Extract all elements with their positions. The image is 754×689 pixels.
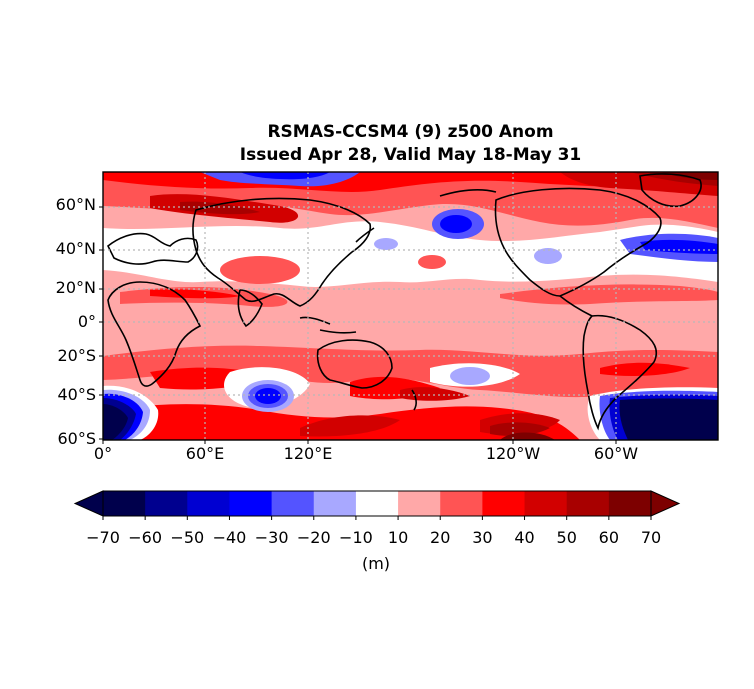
colorbar-bin (229, 491, 273, 516)
lon-label-120w: 120°W (485, 444, 541, 463)
colorbar-bin (440, 491, 483, 516)
colorbar-tick-label: 10 (387, 528, 409, 547)
lat-label-60s: 60°S (57, 429, 96, 448)
colorbar-unit-label: (m) (361, 554, 391, 573)
lat-ticks (99, 206, 103, 440)
lon-label-60w: 60°W (593, 444, 639, 463)
colorbar-tick-label: 30 (472, 528, 493, 547)
chart-subtitle: Issued Apr 28, Valid May 18-May 31 (239, 145, 582, 165)
coastlines (106, 173, 702, 431)
colorbar-bin (355, 491, 399, 516)
colorbar-tick-label: −60 (128, 528, 163, 547)
colorbar-tick-label: −40 (212, 528, 247, 547)
lat-label-20n: 20°N (55, 278, 96, 297)
colorbar-tick-label: 60 (598, 528, 620, 547)
colorbar-tick-label: 20 (430, 528, 451, 547)
colorbar-bin (398, 491, 441, 516)
colorbar-tick-label: 70 (640, 528, 662, 547)
colorbar-bin (103, 491, 146, 516)
colorbar-bin (566, 491, 610, 516)
colorbar-bin (271, 491, 315, 516)
lat-label-60n: 60°N (55, 195, 96, 214)
lat-label-20s: 20°S (57, 346, 96, 365)
lat-label-eq: 0° (77, 312, 96, 331)
colorbar-tick-label: −70 (86, 528, 120, 547)
lon-label-0: 0° (93, 444, 113, 463)
colorbar-extend-under (73, 490, 104, 517)
colorbar-tick-label: −50 (170, 528, 205, 547)
lon-ticks (102, 440, 617, 444)
colorbar-tick-label: −30 (254, 528, 289, 547)
colorbar-bin (145, 491, 188, 516)
colorbar-bin (482, 491, 526, 516)
colorbar-tick-label: −20 (296, 528, 331, 547)
colorbar-bin (608, 491, 652, 516)
lon-label-60e: 60°E (185, 444, 225, 463)
colorbar-bin (313, 491, 357, 516)
colorbar-extend-over (650, 490, 681, 517)
colorbar (73, 490, 681, 520)
colorbar-frame (102, 490, 652, 517)
colorbar-bin (187, 491, 230, 516)
lat-label-40s: 40°S (57, 385, 96, 404)
lat-label-40n: 40°N (55, 239, 96, 258)
colorbar-tick-label: −10 (339, 528, 373, 547)
chart-title: RSMAS-CCSM4 (9) z500 Anom (267, 122, 554, 142)
map-frame (102, 171, 719, 441)
colorbar-tick-label: 50 (556, 528, 577, 547)
anomaly-field (103, 172, 718, 440)
colorbar-tick-label: 40 (514, 528, 535, 547)
colorbar-bin (524, 491, 568, 516)
lon-label-120e: 120°E (283, 444, 333, 463)
